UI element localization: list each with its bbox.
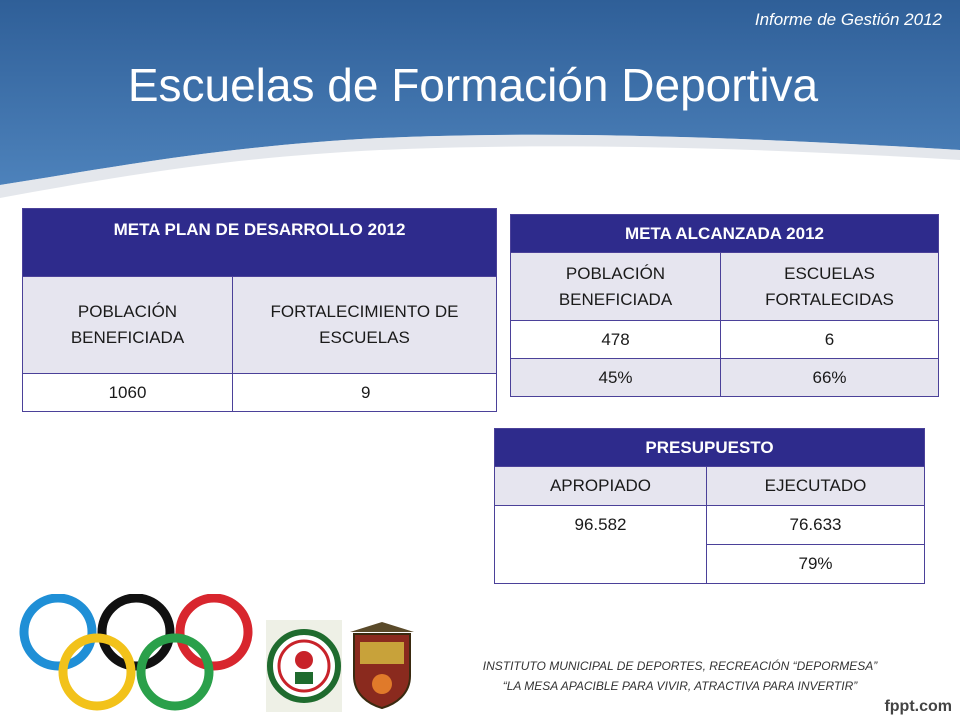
presupuesto-col-ejecutado: EJECUTADO	[705, 466, 926, 506]
meta-plan-col-fortalecimiento: FORTALECIMIENTO DE ESCUELAS	[232, 276, 497, 374]
footer-line-1: INSTITUTO MUNICIPAL DE DEPORTES, RECREAC…	[482, 659, 878, 673]
page-title: Escuelas de Formación Deportiva	[127, 59, 819, 111]
meta-alcanzada-col-poblacion: POBLACIÓN BENEFICIADA	[510, 252, 721, 321]
report-label: Informe de Gestión 2012	[754, 10, 942, 29]
meta-plan-val-poblacion: 1060	[22, 373, 233, 412]
presupuesto-title: PRESUPUESTO	[493, 428, 926, 467]
meta-plan-val-escuelas: 9	[232, 373, 497, 412]
meta-alcanzada-val-escuelas: 6	[719, 320, 940, 359]
header-banner: Informe de Gestión 2012 Escuelas de Form…	[0, 0, 960, 200]
footer-line-2: “LA MESA APACIBLE PARA VIVIR, ATRACTIVA …	[502, 679, 858, 693]
meta-alcanzada-title: META ALCANZADA 2012	[509, 214, 940, 253]
meta-alcanzada-col-escuelas: ESCUELAS FORTALECIDAS	[719, 252, 940, 321]
meta-plan-col-poblacion: POBLACIÓN BENEFICIADA	[22, 276, 233, 374]
presupuesto-val-ejecutado: 76.633	[705, 505, 926, 545]
olympic-rings-icon	[19, 594, 253, 711]
municipal-coat-of-arms-logo	[350, 622, 414, 710]
presupuesto-col-apropiado: APROPIADO	[494, 466, 707, 506]
meta-alcanzada-pct-escuelas: 66%	[719, 358, 940, 397]
meta-alcanzada-pct-poblacion: 45%	[510, 358, 721, 397]
meta-alcanzada-table: META ALCANZADA 2012 POBLACIÓN BENEFICIAD…	[509, 214, 940, 397]
presupuesto-table: PRESUPUESTO APROPIADO EJECUTADO 96.582 7…	[493, 428, 926, 584]
deportesma-seal-logo	[266, 620, 342, 712]
watermark: fppt.com	[884, 698, 952, 715]
header-wave-background	[0, 0, 960, 198]
meta-plan-table: META PLAN DE DESARROLLO 2012 POBLACIÓN B…	[22, 208, 497, 412]
meta-plan-title: META PLAN DE DESARROLLO 2012	[22, 208, 497, 277]
presupuesto-val-apropiado: 96.582	[494, 505, 707, 584]
footer-institution: INSTITUTO MUNICIPAL DE DEPORTES, RECREAC…	[410, 656, 950, 696]
meta-alcanzada-val-poblacion: 478	[510, 320, 721, 359]
presupuesto-pct-ejecutado: 79%	[705, 544, 926, 584]
